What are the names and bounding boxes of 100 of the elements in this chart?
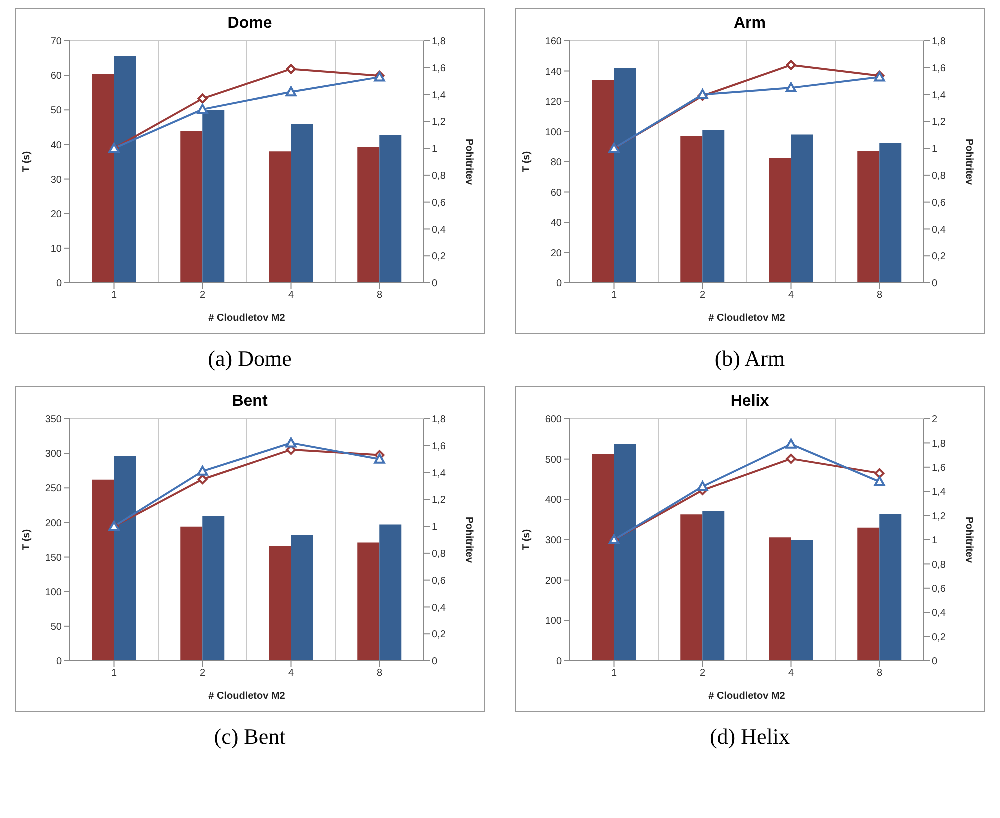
y-tick-label: 20 <box>550 248 562 260</box>
y2-tick-label: 1,6 <box>432 63 446 74</box>
y-tick-label: 100 <box>45 587 62 598</box>
y2-tick-label: 1 <box>432 144 438 156</box>
y2-tick-label: 1,8 <box>932 36 946 48</box>
chart-title: Arm <box>732 15 767 33</box>
y2-tick-label: 0,8 <box>432 170 446 182</box>
y2-tick-label: 1,6 <box>932 63 946 74</box>
x-tick-label: 1 <box>611 290 618 302</box>
y-tick-label: 0 <box>56 278 62 290</box>
y2-tick-label: 0 <box>432 656 438 668</box>
y-tick-label: 150 <box>45 552 62 564</box>
y2-tick-label: 0,2 <box>932 252 946 263</box>
y-tick-label: 40 <box>50 140 62 152</box>
text: (c) Bent <box>214 724 286 750</box>
x-axis-title: # Cloudletov M2 <box>708 691 786 702</box>
chart-title: Dome <box>226 15 274 33</box>
y-tick-label: 80 <box>550 158 562 169</box>
y-tick-label: 100 <box>545 616 562 628</box>
chart-title: Bent <box>231 393 269 411</box>
y-axis-title: T (s) <box>522 529 533 551</box>
y2-tick-label: 1,4 <box>432 468 446 480</box>
y2-tick-label: 0 <box>932 656 938 668</box>
y2-tick-label: 0,8 <box>932 170 946 182</box>
y-tick-label: 20 <box>50 209 62 220</box>
x-tick-label: 8 <box>876 290 883 302</box>
y-tick-label: 30 <box>50 174 62 186</box>
y2-tick-label: 2 <box>932 414 938 426</box>
x-tick-label: 1 <box>111 668 118 680</box>
y2-tick-label: 1,8 <box>932 438 946 450</box>
y2-tick-label: 1,2 <box>432 495 446 506</box>
y2-tick-label: 1,4 <box>932 487 946 498</box>
y2-tick-label: 1,2 <box>432 117 446 128</box>
y2-tick-label: 0 <box>932 278 938 290</box>
x-tick-label: 1 <box>111 290 118 302</box>
y-tick-label: 10 <box>50 244 62 255</box>
y-tick-label: 0 <box>556 278 562 290</box>
y-tick-label: 40 <box>550 218 562 230</box>
text: (d) Helix <box>710 724 790 750</box>
y-axis-title: T (s) <box>522 151 533 173</box>
y2-tick-label: 0,2 <box>432 252 446 263</box>
y2-tick-label: 0,2 <box>932 632 946 644</box>
y-tick-label: 300 <box>545 536 562 547</box>
x-tick-label: 2 <box>200 290 206 302</box>
x-tick-label: 2 <box>700 290 706 302</box>
y-tick-label: 200 <box>545 576 562 587</box>
y2-axis-title: Pohitritev <box>963 516 974 564</box>
y-tick-label: 70 <box>50 36 62 48</box>
y2-tick-label: 1,4 <box>932 90 946 102</box>
x-tick-label: 4 <box>788 290 794 302</box>
y2-tick-label: 1 <box>932 536 938 547</box>
y-tick-label: 60 <box>50 71 62 82</box>
x-tick-label: 8 <box>376 668 383 680</box>
y2-axis-title: Pohitritev <box>463 138 474 186</box>
x-tick-label: 8 <box>876 668 883 680</box>
y-tick-label: 0 <box>56 656 62 668</box>
y2-tick-label: 1,2 <box>932 117 946 128</box>
y-tick-label: 140 <box>545 66 562 78</box>
y2-tick-label: 0,6 <box>932 198 946 209</box>
y2-tick-label: 0,6 <box>432 576 446 587</box>
y-tick-label: 0 <box>556 656 562 668</box>
text: (a) Dome <box>208 346 292 372</box>
x-axis-title: # Cloudletov M2 <box>708 313 786 324</box>
x-axis-title: # Cloudletov M2 <box>208 313 286 324</box>
y2-tick-label: 1,8 <box>432 36 446 48</box>
y2-tick-label: 1,6 <box>432 441 446 452</box>
x-tick-label: 2 <box>200 668 206 680</box>
y-tick-label: 200 <box>45 518 62 530</box>
y2-tick-label: 1 <box>432 522 438 534</box>
x-tick-label: 8 <box>376 290 383 302</box>
y-tick-label: 250 <box>45 484 62 495</box>
y-tick-label: 50 <box>50 622 62 633</box>
y2-tick-label: 0,6 <box>932 584 946 595</box>
y2-tick-label: 0,8 <box>932 560 946 571</box>
chart-title: Helix <box>730 393 770 411</box>
y-tick-label: 500 <box>545 454 562 466</box>
y-tick-label: 50 <box>50 106 62 117</box>
text: (b) Arm <box>714 346 786 372</box>
y-tick-label: 300 <box>45 449 62 460</box>
y2-tick-label: 1,6 <box>932 462 946 474</box>
y2-tick-label: 1,4 <box>432 90 446 102</box>
y2-axis-title: Pohitritev <box>463 516 474 564</box>
y-tick-label: 350 <box>45 414 62 426</box>
y2-axis-title: Pohitritev <box>963 138 974 186</box>
y2-tick-label: 1,8 <box>432 414 446 426</box>
y2-tick-label: 0,4 <box>932 608 946 620</box>
y-tick-label: 100 <box>545 127 562 138</box>
y2-tick-label: 0,6 <box>432 198 446 209</box>
x-tick-label: 1 <box>611 668 618 680</box>
y-tick-label: 120 <box>545 97 562 108</box>
y-tick-label: 60 <box>550 188 562 199</box>
y2-tick-label: 0,4 <box>432 602 446 614</box>
y2-tick-label: 0,2 <box>432 630 446 641</box>
y-tick-label: 160 <box>545 36 562 48</box>
y-tick-label: 600 <box>545 414 562 426</box>
x-tick-label: 4 <box>288 668 294 680</box>
y2-tick-label: 0 <box>432 278 438 290</box>
x-tick-label: 2 <box>700 668 706 680</box>
x-axis-title: # Cloudletov M2 <box>208 691 286 702</box>
y2-tick-label: 1 <box>932 144 938 156</box>
